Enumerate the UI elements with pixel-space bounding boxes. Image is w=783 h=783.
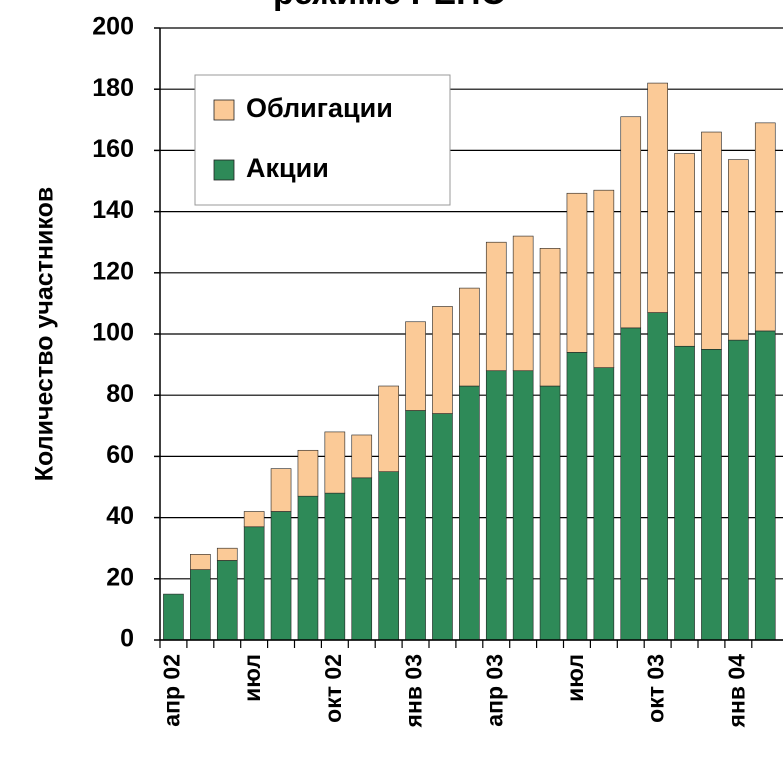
x-tick-label: янв 03 [401,654,427,728]
y-tick-label: 80 [106,380,134,408]
y-tick-label: 20 [106,563,134,591]
y-tick-label: 120 [92,257,134,285]
bar-segment [297,495,319,641]
bar-segment [701,131,722,350]
bar-segment [378,385,399,472]
y-tick-label: 60 [106,441,134,469]
bar-segment [512,370,534,641]
bar-segment [754,330,776,641]
bar-segment [539,385,561,641]
legend-swatch [213,99,235,121]
y-tick-label: 160 [92,135,134,163]
bar-segment [728,159,749,341]
y-tick-label: 0 [120,625,134,653]
bar-segment [593,189,615,368]
bar-segment [297,449,319,497]
bar-segment [163,593,184,641]
bar-segment [432,413,453,641]
y-axis-label: Количество участников [31,187,59,481]
bar-segment [270,468,292,512]
legend-swatch [213,159,235,181]
legend-label: Акции [246,153,329,183]
bar-segment [324,431,346,494]
x-tick-label: янв 04 [723,654,749,729]
x-tick-label: апр 03 [481,654,507,727]
bar-segment [243,526,265,641]
bar-segment [378,471,399,641]
bar-segment [270,511,292,641]
x-tick-label: июл [562,654,588,702]
bar-segment [216,547,238,561]
bar-segment [674,153,695,347]
bar-segment [216,560,238,641]
bar-segment [620,327,642,641]
bar-segment [728,339,749,641]
bar-segment [190,569,211,641]
y-tick-label: 100 [92,319,134,347]
bar-segment [647,82,668,313]
bar-segment [432,306,453,414]
x-tick-label: июл [239,654,265,702]
bar-segment [459,287,480,387]
bar-segment [620,116,642,329]
bar-segment [190,554,211,570]
x-tick-label: апр 02 [159,654,185,727]
bar-segment [485,370,507,641]
bar-segment [512,235,534,372]
bar-segment [566,352,588,641]
bar-segment [754,122,776,332]
x-tick-label: окт 02 [320,654,346,723]
bar-segment [243,511,265,528]
bar-segment [459,385,480,641]
y-tick-label: 40 [106,502,134,530]
bar-segment [351,477,373,641]
bar-segment [566,192,588,353]
bar-segment [539,248,561,387]
bar-segment [351,434,373,479]
y-tick-label: 200 [92,13,134,41]
bar-segment [405,321,426,411]
bar-segment [674,345,695,641]
bar-segment [647,312,668,641]
bar-segment [485,241,507,372]
x-tick-label: окт 03 [643,654,669,723]
bar-segment [593,367,615,641]
bar-segment [324,492,346,641]
chart-title: режиме РЕПО [273,0,507,12]
bar-segment [701,348,722,641]
legend-label: Облигации [246,93,393,123]
bar-segment [405,410,426,641]
legend-box [194,74,451,206]
y-tick-label: 180 [92,74,134,102]
y-tick-label: 140 [92,196,134,224]
